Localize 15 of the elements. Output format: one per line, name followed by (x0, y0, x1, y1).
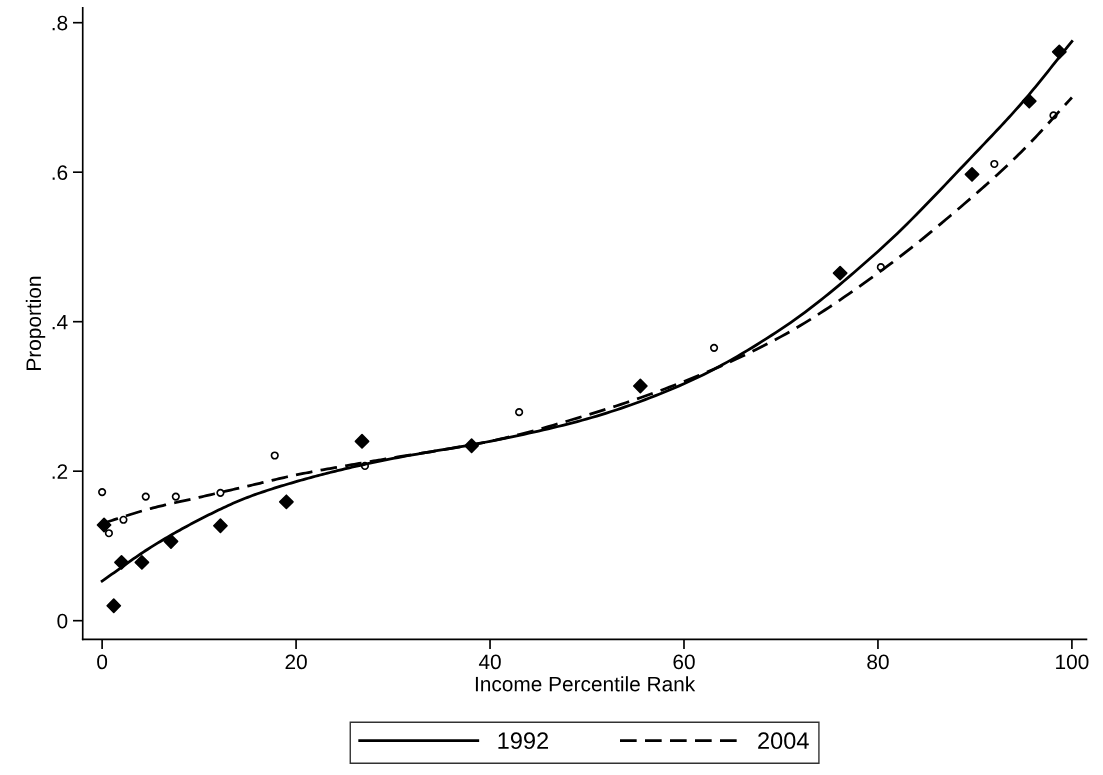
y-tick-label: .4 (52, 314, 68, 330)
x-tick-label: 0 (97, 654, 108, 670)
y-tick-label: 0 (57, 613, 68, 629)
x-tick-label: 20 (285, 654, 307, 670)
x-tick-label: 60 (673, 654, 695, 670)
x-axis-title: Income Percentile Rank (475, 676, 696, 692)
x-tick-label: 40 (478, 654, 501, 670)
y-tick-label: .2 (52, 464, 68, 479)
y-axis-title: Proportion (25, 276, 46, 370)
y-tick-label: .6 (52, 165, 68, 180)
legend-label: 2004 (758, 732, 809, 750)
x-tick-label: 80 (867, 654, 889, 670)
x-tick-label: 100 (1056, 654, 1089, 670)
text: 1992 (498, 732, 548, 750)
y-tick-label: .8 (52, 15, 68, 31)
